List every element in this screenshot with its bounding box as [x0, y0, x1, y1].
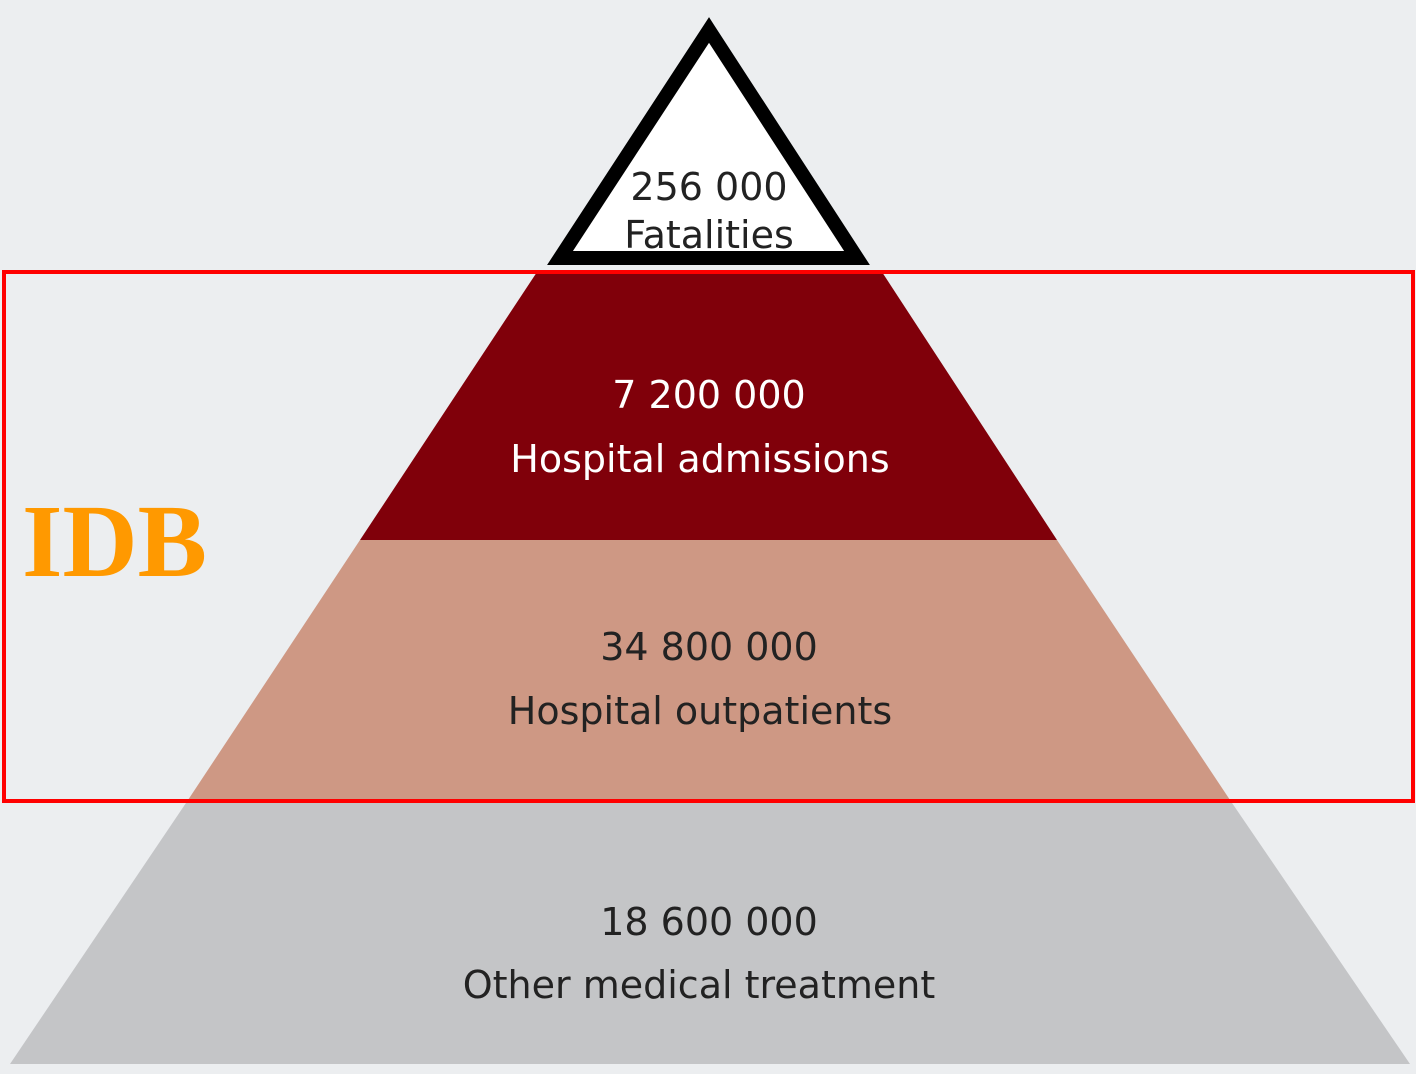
highlight-box: [2, 270, 1415, 803]
fatalities-value: 256 000: [630, 165, 787, 209]
level-fatalities: [547, 17, 870, 265]
outpatients-label: Hospital outpatients: [508, 689, 892, 733]
other-value: 18 600 000: [600, 900, 818, 944]
fatalities-label: Fatalities: [624, 213, 794, 257]
outpatients-value: 34 800 000: [600, 625, 818, 669]
annotation: IDB: [22, 484, 207, 599]
level-admissions: [360, 272, 1057, 540]
admissions-value: 7 200 000: [612, 373, 805, 417]
level-outpatients: [188, 540, 1230, 800]
other-label: Other medical treatment: [463, 963, 936, 1007]
level-bottom: [10, 800, 1410, 1064]
admissions-label: Hospital admissions: [510, 437, 889, 481]
